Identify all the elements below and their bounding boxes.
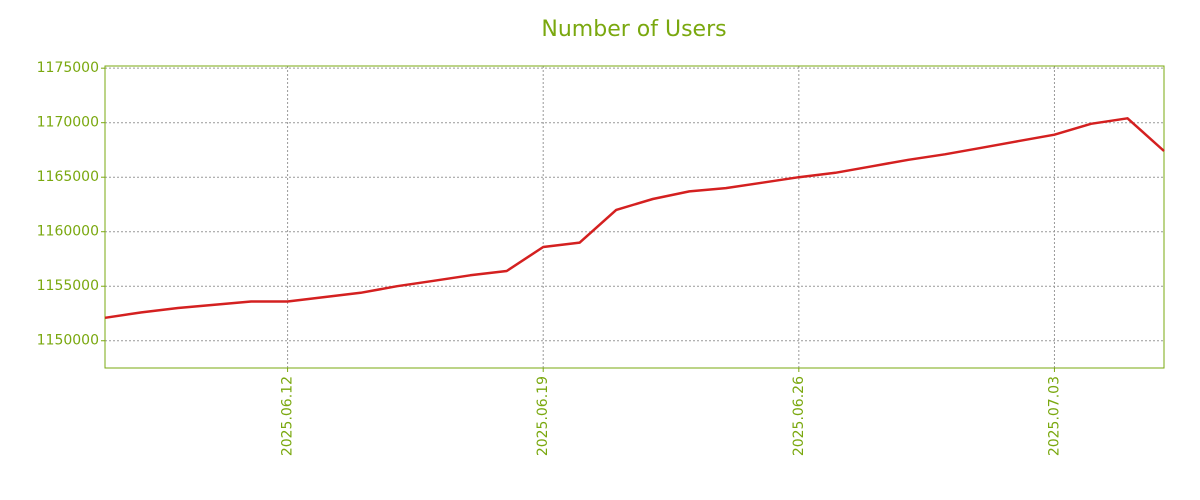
x-tick-label: 2025.07.03 bbox=[1046, 376, 1062, 456]
plot-frame bbox=[104, 65, 1165, 369]
y-tick-label: 1155000 bbox=[37, 278, 99, 294]
y-tick-label: 1150000 bbox=[37, 333, 99, 349]
y-tick-label: 1175000 bbox=[37, 60, 99, 76]
chart-title: Number of Users bbox=[541, 17, 726, 42]
data-line bbox=[104, 117, 1165, 320]
x-tick-label: 2025.06.12 bbox=[280, 376, 296, 456]
y-tick-label: 1165000 bbox=[37, 169, 99, 185]
x-tick-label: 2025.06.19 bbox=[535, 376, 551, 456]
x-tick-label: 2025.06.26 bbox=[791, 376, 807, 456]
y-tick-label: 1160000 bbox=[37, 224, 99, 240]
y-tick-label: 1170000 bbox=[37, 115, 99, 131]
